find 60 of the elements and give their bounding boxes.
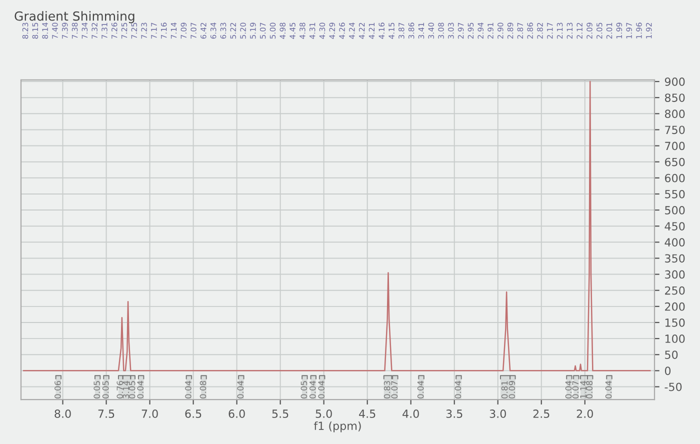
- y-tick-label: 50: [665, 350, 678, 359]
- band-label: 0.04: [565, 380, 572, 398]
- y-tick-label: 500: [665, 206, 685, 214]
- x-tick-label: 6.0: [228, 410, 245, 418]
- chart-title: Gradient Shimming: [14, 11, 134, 24]
- y-tick-label: 0: [664, 366, 671, 376]
- y-tick-label: 350: [665, 254, 685, 263]
- y-tick-label: 850: [664, 94, 685, 102]
- y-tick-label: 100: [665, 334, 685, 343]
- band-label: 0.05: [102, 381, 109, 398]
- band-label: 0.04: [137, 380, 144, 398]
- y-tick-label: 550: [665, 190, 685, 198]
- x-tick-label: 4.5: [359, 410, 376, 418]
- y-tick-label: 450: [664, 222, 685, 230]
- x-tick-label: 3.0: [490, 410, 506, 418]
- band-label: 0.04: [185, 380, 192, 398]
- x-tick-label: 4.0: [402, 410, 419, 418]
- x-tick-label: 7.0: [142, 410, 158, 418]
- y-tick-label: 750: [665, 126, 685, 134]
- band-label: 0.05: [300, 381, 308, 398]
- band-label: 0.04: [417, 380, 424, 398]
- y-tick-label: 800: [664, 110, 685, 118]
- y-tick-label: 250: [665, 286, 685, 295]
- y-tick-label: 150: [665, 318, 685, 327]
- x-tick-label: 7.5: [98, 410, 114, 418]
- y-tick-label: 650: [665, 158, 685, 166]
- line-series: [22, 80, 651, 372]
- y-tick-label: 400: [664, 238, 685, 247]
- band-label: 0.76: [116, 380, 124, 398]
- x-tick-label: 2.0: [576, 410, 593, 418]
- y-tick-label: 600: [665, 174, 685, 182]
- band-label: 0.08: [200, 380, 206, 398]
- y-tick-label: 300: [665, 270, 685, 279]
- band-label: 3.14: [122, 380, 130, 398]
- band-label: 0.81: [501, 381, 508, 398]
- band-label: 0.04: [318, 380, 325, 398]
- band-label: 0.07: [391, 381, 398, 398]
- band-label: 0.83: [384, 381, 390, 398]
- band-label: 0.04: [605, 380, 612, 398]
- band-label: 0.05: [94, 381, 100, 398]
- band-label: 0.08: [586, 380, 593, 398]
- x-axis-title: f1 (ppm): [314, 421, 361, 432]
- x-tick-label: 5.0: [316, 410, 332, 418]
- band-label: 0.04: [310, 380, 316, 398]
- band-label: 0.06: [54, 380, 61, 398]
- band-label: 0.07: [572, 381, 579, 398]
- band-label: 0.04: [454, 380, 462, 398]
- y-tick-label: -50: [664, 382, 682, 392]
- x-tick-label: 2.5: [533, 410, 550, 418]
- x-tick-label: 8.0: [54, 410, 71, 418]
- band-label: 0.05: [128, 381, 136, 398]
- y-tick-label: 200: [665, 302, 685, 311]
- band-label: 0.09: [508, 381, 516, 398]
- x-tick-label: 5.5: [272, 410, 288, 418]
- band-label: 1.14: [580, 380, 586, 398]
- y-tick-label: 700: [665, 142, 685, 150]
- x-tick-label: 3.5: [446, 410, 462, 418]
- band-label: 0.04: [237, 380, 244, 398]
- x-tick-label: 6.5: [185, 410, 202, 418]
- y-tick-label: 900: [664, 78, 685, 86]
